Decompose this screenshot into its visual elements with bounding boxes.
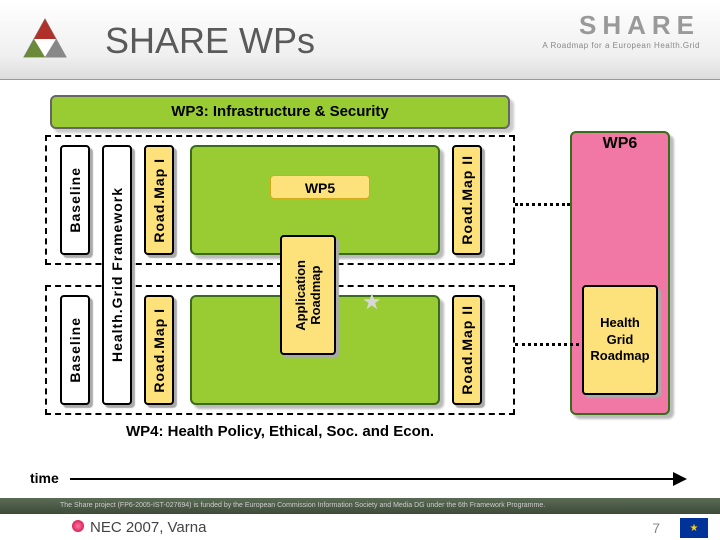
roadmap1-label: Road.Map I xyxy=(151,308,167,393)
baseline-label: Baseline xyxy=(67,317,83,383)
slide-header: SHARE WPs SHARE A Roadmap for a European… xyxy=(0,0,720,80)
share-logo-icon xyxy=(20,15,70,70)
page-number: 7 xyxy=(652,520,660,536)
roadmap2-bar-bottom: Road.Map II xyxy=(452,295,482,405)
hg-roadmap-line1: Health xyxy=(584,315,656,332)
roadmap1-bar-top: Road.Map I xyxy=(144,145,174,255)
brand-word: SHARE xyxy=(542,10,700,41)
time-axis-label: time xyxy=(30,470,59,486)
healthgrid-framework-bar: Health.Grid Framework xyxy=(102,145,132,405)
footer-bar: The Share project (FP6-2005-IST-027694) … xyxy=(0,498,720,514)
star-icon: ★ xyxy=(362,289,382,315)
roadmap2-label: Road.Map II xyxy=(459,155,475,245)
application-roadmap-box: ApplicationRoadmap xyxy=(280,235,336,355)
baseline-bar-bottom: Baseline xyxy=(60,295,90,405)
baseline-bar-top: Baseline xyxy=(60,145,90,255)
hgf-label: Health.Grid Framework xyxy=(109,187,125,362)
wp-diagram: WP3: Infrastructure & Security Baseline … xyxy=(40,95,680,465)
brand-tagline: A Roadmap for a European Health.Grid xyxy=(542,41,700,50)
connector-bottom xyxy=(515,343,579,346)
roadmap2-bar-top: Road.Map II xyxy=(452,145,482,255)
application-roadmap-label: ApplicationRoadmap xyxy=(293,260,323,331)
time-arrow-head-icon xyxy=(673,472,687,486)
hg-roadmap-line2: Grid xyxy=(584,332,656,349)
slide-title: SHARE WPs xyxy=(105,20,315,62)
wp6-label: WP6 xyxy=(570,135,670,153)
baseline-label: Baseline xyxy=(67,167,83,233)
hg-roadmap-line3: Roadmap xyxy=(584,348,656,365)
connector-top xyxy=(515,203,570,206)
brand-block: SHARE A Roadmap for a European Health.Gr… xyxy=(542,10,700,50)
time-arrow-line xyxy=(70,478,675,480)
roadmap2-label: Road.Map II xyxy=(459,305,475,395)
roadmap1-label: Road.Map I xyxy=(151,158,167,243)
bullet-icon xyxy=(72,520,84,532)
eu-flag-icon: ★ xyxy=(680,518,708,538)
health-grid-roadmap-box: Health Grid Roadmap xyxy=(582,285,658,395)
wp4-label: WP4: Health Policy, Ethical, Soc. and Ec… xyxy=(50,417,510,447)
wp5-label: WP5 xyxy=(270,175,370,199)
roadmap1-bar-bottom: Road.Map I xyxy=(144,295,174,405)
footer-venue: NEC 2007, Varna xyxy=(90,519,206,536)
wp3-bar: WP3: Infrastructure & Security xyxy=(50,95,510,129)
